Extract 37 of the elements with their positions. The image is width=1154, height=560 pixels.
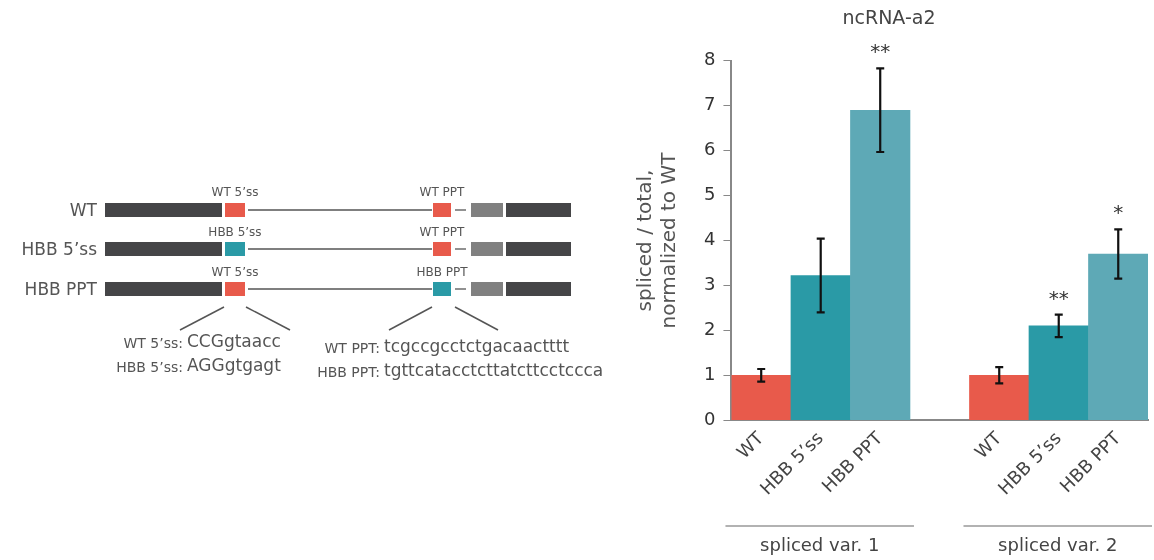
y-tick-label: 6 bbox=[704, 138, 716, 160]
text: HBB PPT bbox=[24, 278, 97, 299]
text: HBB 5’ss bbox=[21, 238, 97, 259]
y-tick-label: 0 bbox=[704, 407, 716, 429]
bar bbox=[1088, 253, 1148, 421]
text: WT PPT bbox=[419, 185, 465, 199]
text: HBB PPT: bbox=[317, 364, 380, 380]
text: tcgccgcctctgacaactttt bbox=[384, 335, 570, 356]
text: WT 5’ss bbox=[211, 185, 259, 199]
data-label: * bbox=[1113, 200, 1124, 225]
bar bbox=[790, 275, 851, 421]
y-tick-label: 5 bbox=[704, 183, 716, 205]
bar bbox=[850, 109, 911, 421]
text: CCGgtaacc bbox=[187, 330, 281, 351]
text: spliced var. 1 bbox=[760, 533, 880, 555]
x-tick-label: WT bbox=[732, 426, 769, 463]
data-label: ** bbox=[870, 39, 891, 64]
bar bbox=[731, 374, 792, 421]
text: HBB 5’ss: bbox=[116, 359, 183, 375]
y-tick-label: 3 bbox=[704, 273, 716, 295]
data-label: ** bbox=[1048, 285, 1069, 310]
text: AGGgtgagt bbox=[187, 354, 281, 375]
text: tgttcatacctcttatcttcctccca bbox=[384, 359, 604, 380]
bar bbox=[969, 374, 1030, 421]
y-tick-label: 7 bbox=[704, 93, 716, 115]
text: spliced var. 2 bbox=[998, 533, 1118, 555]
y-tick-label: 4 bbox=[704, 228, 716, 250]
y-tick-label: 8 bbox=[704, 48, 716, 70]
y-tick-label: 1 bbox=[704, 362, 716, 384]
y-axis-title: spliced / total, normalized to WT bbox=[632, 151, 681, 329]
y-tick-label: 2 bbox=[704, 318, 716, 340]
chart-title: ncRNA-a2 bbox=[842, 6, 936, 29]
bar bbox=[1028, 325, 1089, 421]
text: WT bbox=[69, 199, 97, 220]
text: WT PPT: bbox=[324, 340, 380, 356]
text: WT 5’ss: bbox=[123, 335, 183, 351]
x-tick-label: WT bbox=[970, 426, 1007, 463]
